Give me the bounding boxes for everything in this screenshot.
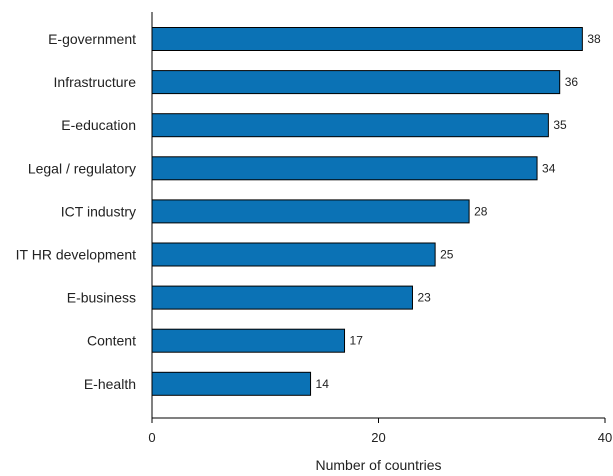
value-label: 17	[350, 334, 364, 348]
category-label: Content	[87, 333, 136, 349]
category-label: Infrastructure	[54, 74, 137, 90]
x-tick-label: 0	[148, 430, 155, 445]
value-label: 38	[587, 32, 601, 46]
x-tick-label: 20	[371, 430, 385, 445]
x-axis-ticks: 0 20 40	[148, 418, 612, 445]
value-label: 28	[474, 204, 488, 218]
category-label: ICT industry	[61, 203, 136, 219]
category-label: E-business	[67, 290, 136, 306]
bars-group	[151, 27, 583, 396]
category-label: E-education	[61, 117, 136, 133]
category-labels: E-government Infrastructure E-education Leg…	[16, 31, 137, 392]
category-label: E-health	[84, 376, 136, 392]
bar-e-education	[151, 113, 549, 138]
bar-e-government	[151, 27, 583, 51]
value-label: 14	[316, 377, 330, 391]
category-label: Legal / regulatory	[28, 160, 136, 176]
value-label: 36	[565, 75, 579, 89]
bar-it-hr-development	[151, 242, 436, 267]
value-labels: 38 36 35 34 28 25 23 17 14	[316, 32, 601, 391]
x-tick-label: 40	[598, 430, 612, 445]
value-label: 25	[440, 248, 454, 262]
bar-legal-regulatory	[151, 156, 538, 181]
bar-content	[151, 328, 346, 353]
x-axis-title: Number of countries	[315, 457, 441, 473]
bar-e-health	[151, 371, 312, 396]
category-label: IT HR development	[16, 247, 136, 263]
value-label: 34	[542, 161, 556, 175]
bar-infrastructure	[151, 70, 561, 95]
category-label: E-government	[48, 31, 136, 47]
bar-e-business	[151, 285, 413, 310]
value-label: 23	[417, 291, 431, 305]
bar-ict-industry	[151, 199, 470, 224]
value-label: 35	[553, 118, 567, 132]
